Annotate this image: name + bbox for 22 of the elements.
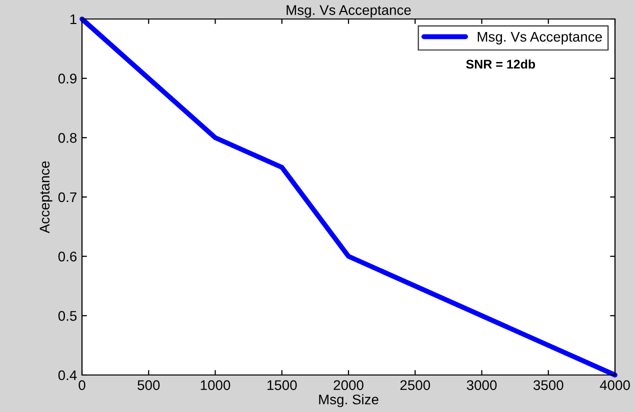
x-axis-title: Msg. Size [319,394,378,408]
y-tick-label: 0.6 [58,252,77,262]
x-tick-label: 2000 [334,380,364,390]
x-tick-label: 1500 [267,380,297,390]
legend-label: Msg. Vs Acceptance [478,32,602,44]
y-tick-label: 0.9 [58,74,76,84]
x-tick-label: 0 [78,380,86,390]
line-series [80,16,618,378]
y-tick-label: 0.8 [58,133,77,143]
y-tick-label: 0.7 [58,192,76,202]
x-tick-label: 3000 [466,380,497,390]
x-tick-label: 3500 [533,380,564,390]
x-tick-label: 1000 [200,380,230,390]
x-tick-label: 4000 [600,380,630,390]
annotation: SNR = 12db [466,59,536,69]
y-tick-label: 0.5 [58,311,77,321]
y-tick-label: 1 [70,14,76,24]
x-tick-label: 500 [138,380,160,390]
y-axis-title: Acceptance [40,161,52,234]
chart-title: Msg. Vs Acceptance [286,5,411,18]
y-tick-label: 0.4 [58,370,77,380]
x-tick-label: 2500 [400,380,430,390]
